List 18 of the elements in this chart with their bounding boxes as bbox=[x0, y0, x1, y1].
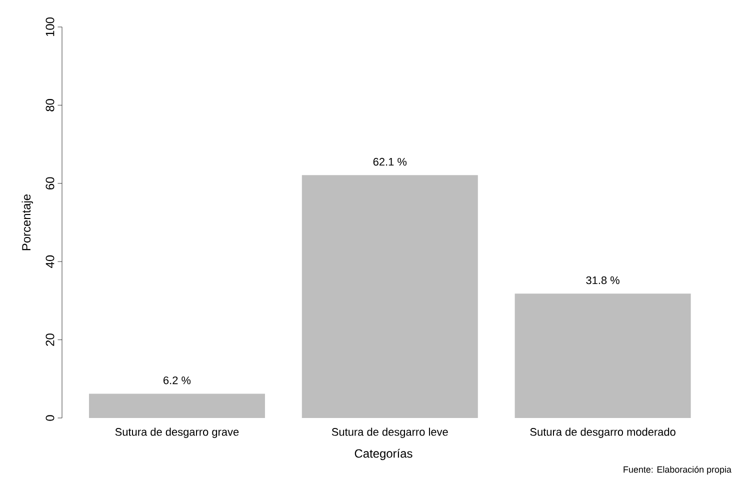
bar bbox=[514, 294, 691, 418]
x-tick-label: Sutura de desgarro grave bbox=[115, 428, 239, 438]
x-axis-title: Categorías bbox=[354, 448, 412, 460]
x-tick-label: Sutura de desgarro leve bbox=[332, 428, 448, 438]
source-note: Fuente: Elaboración propia bbox=[624, 466, 732, 474]
y-axis-title: Porcentaje bbox=[22, 194, 33, 250]
bar bbox=[88, 394, 265, 418]
x-tick-label: Sutura de desgarro moderado bbox=[530, 428, 676, 438]
y-tick-label: 80 bbox=[46, 99, 54, 112]
y-tick-label: 100 bbox=[46, 17, 54, 36]
y-tick-label: 40 bbox=[46, 255, 54, 268]
data-label: 31.8 % bbox=[586, 276, 620, 284]
data-label: 62.1 % bbox=[373, 158, 407, 166]
y-tick-label: 60 bbox=[46, 177, 54, 190]
y-tick-label: 20 bbox=[46, 334, 54, 346]
bar bbox=[302, 175, 478, 418]
y-tick-label: 0 bbox=[46, 415, 54, 421]
data-label: 6.2 % bbox=[164, 376, 191, 384]
